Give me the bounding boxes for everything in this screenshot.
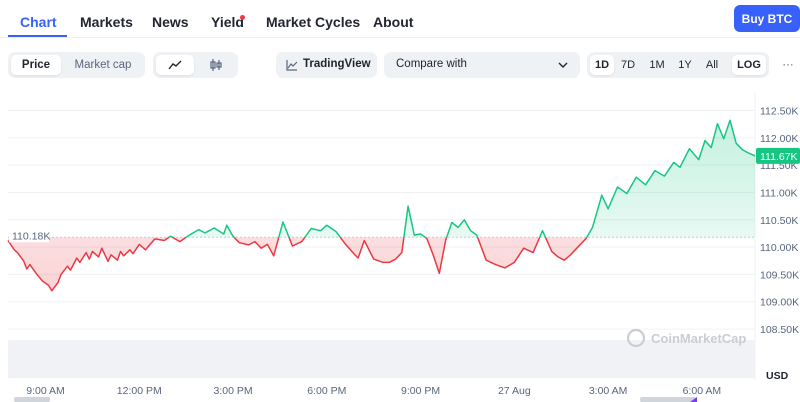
chevron-down-icon xyxy=(558,62,568,68)
scroll-handle-right[interactable] xyxy=(640,397,696,402)
cmc-logo-icon xyxy=(626,328,646,348)
x-tick-label: 27 Aug xyxy=(498,385,531,397)
range-all[interactable]: All xyxy=(705,59,719,71)
range-1d[interactable]: 1D xyxy=(590,55,614,75)
x-tick-label: 9:00 AM xyxy=(26,385,65,397)
tab-chart[interactable]: Chart xyxy=(20,14,57,30)
active-tab-indicator xyxy=(8,35,67,37)
area-above-baseline xyxy=(168,120,755,238)
x-tick-label: 3:00 PM xyxy=(213,385,252,397)
x-tick-label: 6:00 PM xyxy=(307,385,346,397)
y-tick-label: 111.00K xyxy=(760,187,798,199)
compare-label: Compare with xyxy=(396,58,467,70)
line-chart-icon xyxy=(168,60,182,70)
tab-market-cycles[interactable]: Market Cycles xyxy=(266,14,361,30)
compare-dropdown[interactable]: Compare with xyxy=(384,52,580,78)
candlestick-icon xyxy=(210,59,222,71)
top-nav: Chart Markets News Yield Market Cycles A… xyxy=(0,0,800,38)
y-tick-label: 108.50K xyxy=(760,324,799,336)
x-tick-label: 3:00 AM xyxy=(589,385,628,397)
range-1m[interactable]: 1M xyxy=(649,59,665,71)
tab-about[interactable]: About xyxy=(373,14,414,30)
currency-label: USD xyxy=(766,370,789,382)
current-price-label: 111.67K xyxy=(756,147,800,164)
buy-button[interactable]: Buy BTC xyxy=(734,5,800,32)
more-options-button[interactable]: ··· xyxy=(782,59,794,71)
range-7d[interactable]: 7D xyxy=(620,59,636,71)
tab-yield[interactable]: Yield xyxy=(211,14,244,30)
x-tick-label: 9:00 PM xyxy=(401,385,440,397)
range-selector: 1D 7D 1M 1Y All LOG xyxy=(587,52,769,78)
svg-text:111.67K: 111.67K xyxy=(760,151,798,163)
line-chart-button[interactable] xyxy=(156,55,194,75)
svg-text:110.18K: 110.18K xyxy=(12,230,50,242)
tab-news[interactable]: News xyxy=(152,14,189,30)
coinmarketcap-watermark: CoinMarketCap xyxy=(626,328,746,348)
y-tick-label: 112.50K xyxy=(760,105,798,117)
area-below-baseline xyxy=(8,237,755,291)
x-tick-label: 12:00 PM xyxy=(117,385,162,397)
y-tick-label: 110.50K xyxy=(760,215,798,227)
volume-band xyxy=(8,340,755,378)
baseline-label: 110.18K xyxy=(9,228,50,243)
price-button[interactable]: Price xyxy=(11,55,61,75)
scroll-handle-left[interactable] xyxy=(14,397,50,402)
tradingview-label: TradingView xyxy=(303,58,371,70)
range-marker xyxy=(690,397,697,402)
x-tick-label: 6:00 AM xyxy=(683,385,722,397)
chart-type-toggle xyxy=(153,52,238,78)
tab-markets[interactable]: Markets xyxy=(80,14,133,30)
y-axis: 112.50K112.00K111.50K111.00K110.50K110.0… xyxy=(760,105,799,336)
price-line-up xyxy=(167,119,756,238)
chart-area-icon xyxy=(286,60,298,71)
log-toggle[interactable]: LOG xyxy=(732,55,766,75)
marketcap-button[interactable]: Market cap xyxy=(74,59,132,71)
y-tick-label: 110.00K xyxy=(760,242,798,254)
candle-chart-button[interactable] xyxy=(197,55,235,75)
tradingview-button[interactable]: TradingView xyxy=(276,52,377,78)
price-line-down xyxy=(7,237,588,292)
watermark-text: CoinMarketCap xyxy=(651,331,746,346)
price-marketcap-toggle: Price Market cap xyxy=(8,52,145,78)
y-tick-label: 109.00K xyxy=(760,297,799,309)
y-tick-label: 109.50K xyxy=(760,269,799,281)
x-axis: 9:00 AM 12:00 PM 3:00 PM 6:00 PM 9:00 PM 27 A… xyxy=(26,385,721,397)
y-tick-label: 112.00K xyxy=(760,133,798,145)
range-1y[interactable]: 1Y xyxy=(678,59,692,71)
notification-dot xyxy=(240,15,245,20)
